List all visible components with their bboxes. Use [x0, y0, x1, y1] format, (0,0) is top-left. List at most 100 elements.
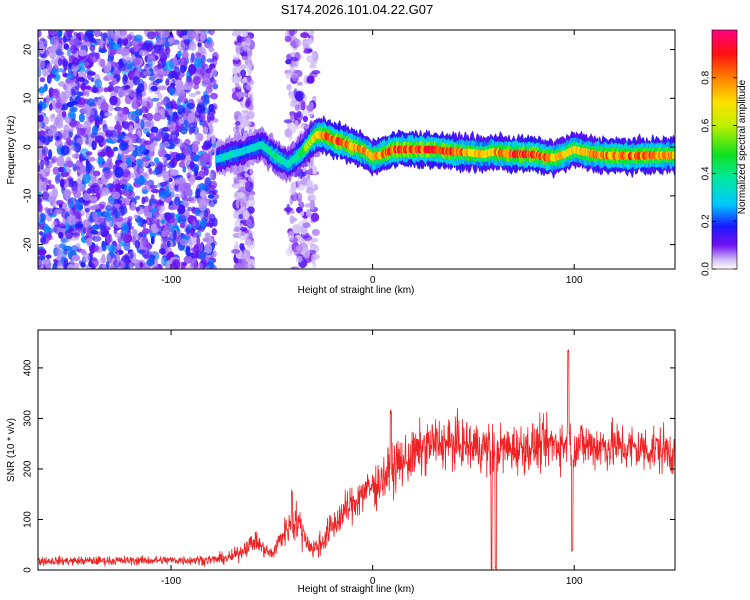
spectrogram-noise-cell [184, 105, 189, 116]
spectrogram-noise-cell [148, 161, 156, 167]
spectrogram-noise-cell [209, 124, 214, 136]
spectrogram-noise-cell [123, 233, 133, 244]
spectrogram-noise-cell [165, 46, 171, 55]
spectrogram-noise-cell [120, 30, 128, 40]
spectrogram-noise-cell [139, 249, 146, 254]
spectrogram-noise-cell [51, 155, 58, 163]
spectrogram-noise-cell [311, 53, 317, 59]
spectrogram-noise-cell [199, 190, 207, 199]
spectrogram-noise-cell [48, 149, 53, 160]
spectrogram-noise-cell [38, 66, 42, 78]
spectrogram-noise-cell [95, 52, 100, 59]
spectrogram-noise-cell [73, 165, 81, 171]
spectrogram-noise-cell [38, 203, 43, 213]
spectrogram-noise-cell [52, 90, 60, 99]
spectrogram-noise-cell [187, 30, 197, 40]
spectrogram-noise-cell [107, 48, 116, 57]
spectrogram-noise-cell [240, 109, 248, 118]
spectrogram-noise-cell [49, 49, 56, 60]
spectrogram-noise-cell [41, 181, 47, 192]
spectrogram-noise-cell [38, 122, 43, 129]
spectrogram-noise-cell [132, 76, 140, 86]
spectrogram-noise-cell [168, 87, 175, 96]
spectrogram-noise-cell [195, 90, 201, 95]
spectrogram-noise-cell [160, 128, 167, 139]
spectrogram-noise-cell [57, 261, 63, 269]
spectrogram-x-tick-label: 100 [566, 275, 583, 286]
spectrogram-noise-cell [94, 78, 103, 89]
spectrogram-noise-cell [188, 128, 193, 135]
colorbar: 0.0 0.2 0.4 0.6 0.8 Normalized spectral ampl… [701, 29, 748, 276]
spectrogram-noise-cell [39, 77, 46, 83]
spectrogram-noise-cell [207, 81, 213, 91]
spectrogram-noise-cell [86, 227, 91, 234]
spectrogram-noise-cell [71, 185, 78, 195]
spectrogram-noise-cell [208, 30, 216, 36]
spectrogram-noise-cell [177, 152, 186, 160]
spectrogram-noise-cell [245, 83, 254, 91]
spectrogram-noise-cell [63, 43, 69, 50]
spectrogram-noise-cell [103, 87, 108, 93]
spectrogram-noise-cell [310, 242, 315, 252]
spectrogram-noise-cell [77, 97, 87, 105]
spectrogram-noise-cell [166, 240, 171, 248]
spectrogram-noise-cell [178, 161, 186, 168]
spectrogram-noise-cell [150, 142, 156, 153]
spectrogram-noise-cell [79, 154, 83, 163]
spectrogram-noise-cell [51, 68, 60, 76]
spectrogram-noise-cell [197, 67, 206, 74]
spectrogram-noise-cell [124, 183, 133, 193]
spectrogram-noise-cell [103, 169, 112, 180]
spectrogram-noise-cell [134, 177, 143, 184]
spectrogram-noise-cell [184, 138, 191, 146]
colorbar-ticks: 0.0 0.2 0.4 0.6 0.8 [701, 70, 737, 276]
spectrogram-noise-cell [88, 32, 94, 43]
spectrogram-noise-cell [48, 74, 57, 79]
spectrogram-noise-cell [74, 80, 80, 91]
snr-y-tick-label: 0 [23, 567, 34, 573]
spectrogram-noise-cell [290, 209, 295, 215]
spectrogram-noise-cell [38, 149, 42, 161]
spectrogram-noise-cell [91, 224, 101, 230]
snr-y-tick-label: 400 [23, 359, 34, 376]
spectrogram-noise-cell [110, 130, 117, 138]
spectrogram-noise-cell [198, 182, 206, 191]
spectrogram-noise-cell [285, 70, 291, 79]
spectrogram-noise-cell [290, 181, 297, 193]
spectrogram-noise-cell [120, 222, 129, 234]
spectrogram-noise-cell [211, 135, 216, 144]
spectrogram-noise-cell [128, 145, 136, 152]
spectrogram-noise-cell [46, 62, 53, 73]
spectrogram-noise-cell [236, 35, 242, 43]
snr-y-axis-label: SNR (10 * v/v) [6, 418, 17, 482]
spectrogram-noise-cell [74, 202, 83, 212]
spectrogram-noise-cell [249, 167, 254, 175]
spectrogram-noise-cell [192, 140, 201, 146]
spectrogram-noise-cell [244, 239, 253, 246]
spectrogram-noise-cell [38, 212, 41, 224]
spectrogram-noise-cell [237, 191, 245, 198]
spectrogram-noise-cell [294, 119, 299, 128]
spectrogram-noise-cell [204, 232, 211, 239]
spectrogram-noise-cell [204, 243, 213, 254]
spectrogram-noise-cell [38, 114, 44, 123]
spectrogram-noise-cell [205, 261, 215, 269]
spectrogram-noise-cell [171, 187, 175, 193]
spectrogram-noise-cell [47, 208, 55, 216]
spectrogram-noise-cell [105, 261, 110, 269]
spectrogram-noise-cell [289, 215, 295, 225]
spectrogram-noise-cell [38, 40, 45, 51]
spectrogram-noise-cell [76, 177, 82, 187]
spectrogram-noise-cell [175, 232, 182, 243]
spectrogram-noise-cell [177, 41, 186, 52]
spectrogram-noise-cell [106, 201, 114, 209]
spectrogram-noise-cell [113, 227, 118, 235]
spectrogram-noise-cell [286, 83, 292, 91]
spectrogram-noise-cell [157, 147, 166, 158]
spectrogram-noise-cell [177, 214, 187, 225]
chart-title: S174.2026.101.04.22.G07 [281, 2, 434, 17]
spectrogram-noise-cell [102, 123, 108, 133]
spectrogram-noise-cell [203, 95, 210, 104]
spectrogram-noise-cell [285, 248, 293, 257]
spectrogram-noise-cell [233, 211, 240, 219]
